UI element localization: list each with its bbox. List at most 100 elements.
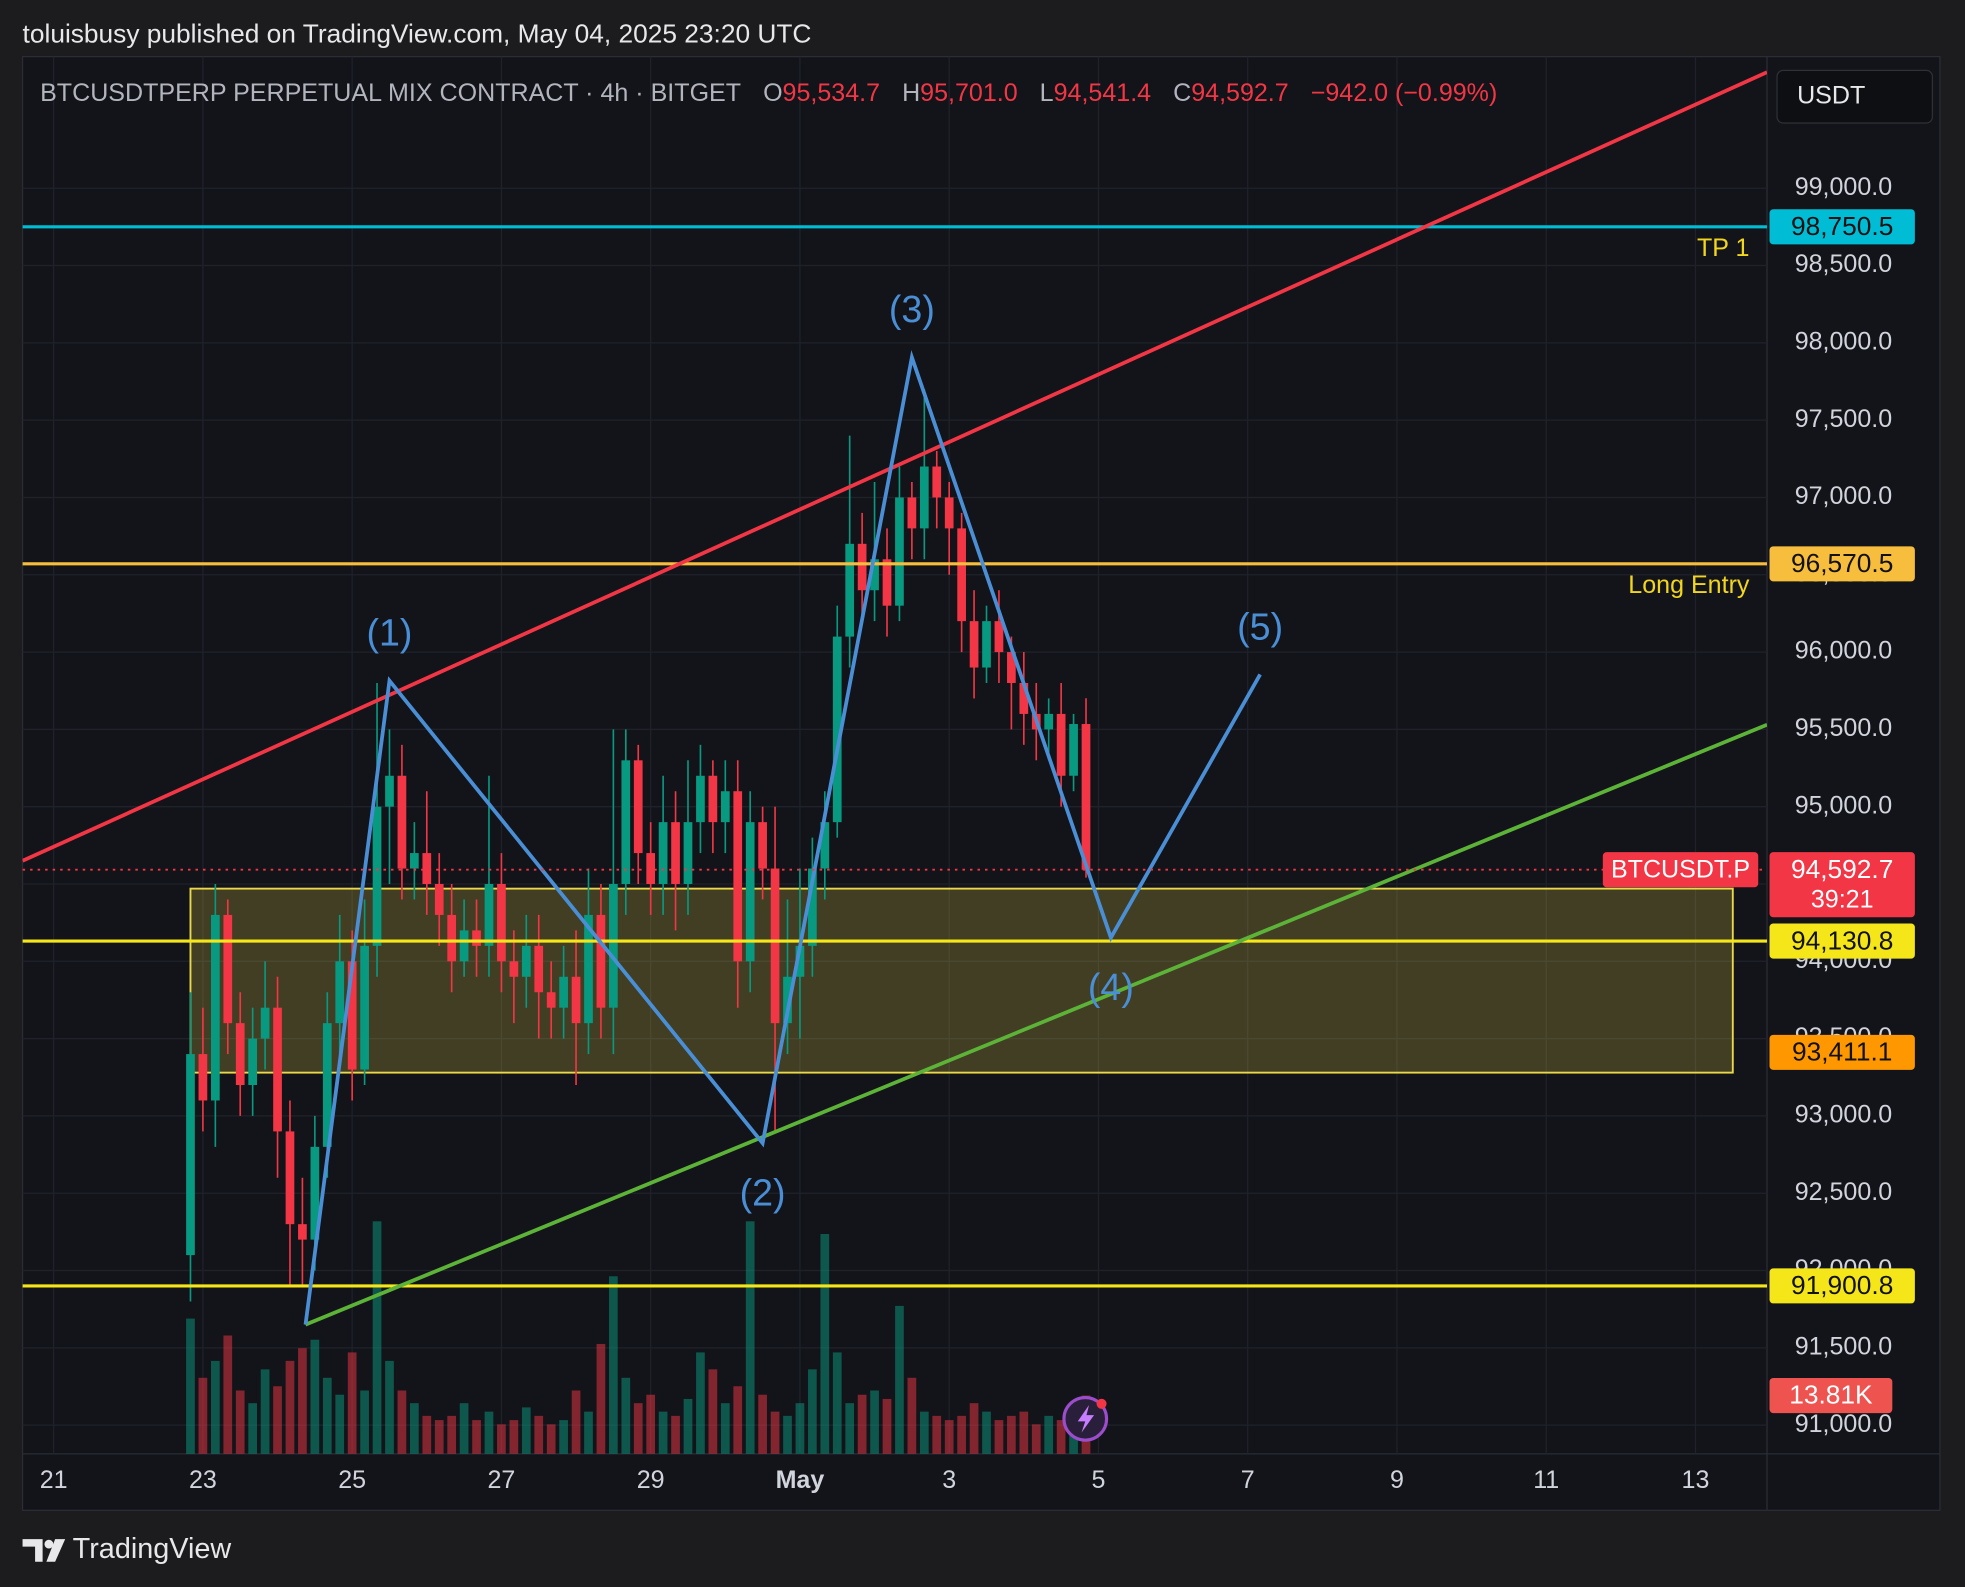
change: −942.0 (−0.99%) [1311, 79, 1498, 107]
candle-body [397, 775, 407, 869]
candle-body [609, 883, 618, 1008]
zone-layer [189, 887, 1734, 1074]
symbol-badge-bg [1602, 852, 1759, 888]
volume-bar [1044, 1415, 1054, 1454]
currency[interactable]: USDT [1797, 81, 1865, 109]
ohlc-value: 95,701.0 [920, 79, 1018, 107]
volume-bar [944, 1420, 954, 1454]
candle-body [795, 945, 805, 977]
volume-bar [1007, 1415, 1016, 1454]
candle-body [1069, 724, 1078, 776]
last-price: 94,592.7 [1791, 854, 1893, 884]
ohlc-key: C [1173, 79, 1191, 107]
candle-body [633, 760, 643, 854]
volume-bar [285, 1360, 295, 1454]
y-tick-label: 97,500.0 [1795, 405, 1893, 433]
wave-label: (2) [740, 1172, 786, 1214]
volume-bar [472, 1420, 481, 1454]
candle-body [932, 466, 942, 498]
volume-bar [534, 1415, 544, 1454]
candle-body [385, 775, 394, 807]
candle-body [895, 497, 904, 606]
volume-bar [982, 1411, 991, 1454]
volume-bar [1031, 1424, 1041, 1454]
volume-bar [310, 1339, 320, 1454]
candle-body [310, 1146, 320, 1240]
y-tick-label: 99,000.0 [1795, 173, 1893, 201]
x-tick-label: 5 [1091, 1466, 1105, 1494]
volume-bar [397, 1390, 407, 1454]
alert-icon[interactable] [1062, 1395, 1109, 1442]
candle-body [919, 466, 929, 529]
x-tick-label: 7 [1241, 1466, 1255, 1494]
candle-body [521, 945, 531, 977]
y-tick-label: 96,000.0 [1795, 637, 1893, 665]
volume-bar [770, 1411, 780, 1454]
y-tick-label: 91,500.0 [1795, 1332, 1893, 1360]
candle-body [646, 853, 656, 884]
price-badges: 98,750.5 96,570.5 94,130.8 93,411.1 91,900.8… [1602, 209, 1915, 1414]
volume-bar [845, 1403, 855, 1454]
volume-bar [658, 1411, 668, 1454]
candle-body [783, 976, 792, 1024]
candle-body [472, 930, 481, 946]
volume-bar [273, 1386, 282, 1454]
candle-body [1081, 724, 1091, 870]
x-tick-label: 13 [1682, 1466, 1710, 1494]
currency-button[interactable] [1776, 69, 1934, 124]
volume-badge-bg [1769, 1377, 1893, 1414]
volume-bar [235, 1390, 245, 1454]
ohlc-value: 95,534.7 [783, 79, 880, 107]
candle-body [186, 1054, 195, 1256]
candle-body [571, 976, 581, 1024]
level-badge: 93,411.1 [1792, 1037, 1892, 1067]
volume-bar [683, 1398, 693, 1454]
volume-bar [969, 1403, 979, 1454]
volume-bar [484, 1411, 494, 1454]
candle-body [534, 945, 544, 993]
candle-body [285, 1131, 295, 1225]
y-tick-label: 98,000.0 [1795, 327, 1893, 355]
volume-bar [907, 1377, 917, 1454]
volume-bar [932, 1415, 942, 1454]
volume-bar [708, 1369, 718, 1454]
candle-body [434, 883, 444, 915]
volume-bar [521, 1407, 531, 1454]
zone [189, 887, 1734, 1074]
candle-body [720, 791, 730, 823]
y-tick-label: 92,500.0 [1795, 1178, 1893, 1206]
symbol-badge: BTCUSDT.P [1611, 856, 1750, 884]
volume-bar [919, 1411, 929, 1454]
y-tick-label: 98,500.0 [1795, 250, 1893, 278]
volume-bar [434, 1420, 444, 1454]
publisher: toluisbusy published on TradingView.com,… [23, 18, 812, 48]
candle-body [733, 791, 743, 962]
candle-body [322, 1023, 332, 1147]
x-tick-label: 3 [942, 1466, 956, 1494]
volume-bar [509, 1420, 519, 1454]
volume-bar [696, 1352, 705, 1454]
drawings [22, 70, 1767, 1327]
volume-bar [758, 1394, 767, 1454]
candle-body [1044, 713, 1054, 730]
candle-body [870, 559, 879, 591]
brand-logo [22, 1539, 66, 1562]
volume-bar [410, 1403, 419, 1454]
volume-bar [210, 1360, 220, 1454]
candle-body [944, 497, 954, 529]
candle-body [745, 822, 755, 962]
volume-bar [347, 1352, 357, 1454]
volume-bar [957, 1415, 966, 1454]
wave-label: (4) [1088, 966, 1134, 1008]
ohlc-key: L [1040, 79, 1054, 107]
volume-bar [671, 1415, 680, 1454]
volume-bar [360, 1390, 369, 1454]
candle-body [422, 853, 432, 884]
ohlc-key: O [763, 79, 782, 107]
candle-body [1007, 652, 1016, 683]
ohlc-key: H [902, 79, 920, 107]
brand: TradingView [73, 1533, 232, 1565]
x-tick-label: 11 [1533, 1466, 1559, 1494]
volume-bar [820, 1233, 830, 1454]
volume-bar [895, 1305, 904, 1454]
